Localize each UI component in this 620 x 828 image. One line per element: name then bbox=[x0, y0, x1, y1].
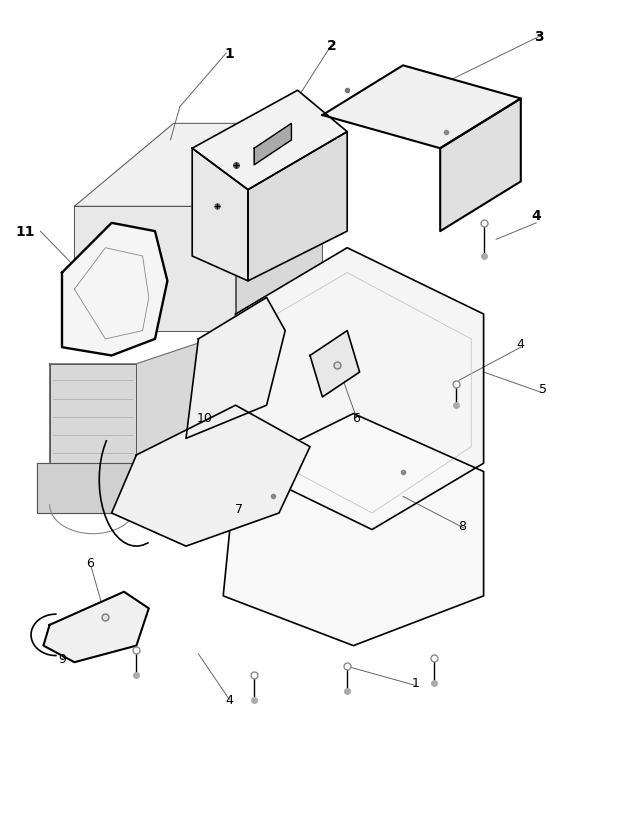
Text: 4: 4 bbox=[517, 337, 525, 350]
Polygon shape bbox=[223, 414, 484, 646]
Text: 6: 6 bbox=[86, 556, 94, 570]
Polygon shape bbox=[236, 265, 322, 480]
Polygon shape bbox=[440, 99, 521, 232]
Polygon shape bbox=[74, 207, 236, 331]
Polygon shape bbox=[37, 464, 136, 513]
Polygon shape bbox=[43, 592, 149, 662]
Text: 6: 6 bbox=[353, 412, 360, 425]
Text: 4: 4 bbox=[226, 693, 233, 706]
Text: 11: 11 bbox=[15, 225, 35, 238]
Polygon shape bbox=[310, 331, 360, 397]
Text: 9: 9 bbox=[58, 652, 66, 665]
Polygon shape bbox=[254, 124, 291, 166]
Text: 3: 3 bbox=[534, 31, 544, 44]
Polygon shape bbox=[186, 298, 285, 439]
Polygon shape bbox=[236, 248, 484, 530]
Polygon shape bbox=[62, 224, 167, 356]
Polygon shape bbox=[192, 149, 248, 282]
Polygon shape bbox=[236, 124, 322, 331]
Polygon shape bbox=[192, 91, 347, 190]
Text: 5: 5 bbox=[539, 383, 546, 396]
Polygon shape bbox=[322, 66, 521, 149]
Text: eReplacementParts.com: eReplacementParts.com bbox=[200, 405, 420, 423]
Text: 7: 7 bbox=[235, 503, 242, 516]
Text: 2: 2 bbox=[327, 39, 337, 52]
Polygon shape bbox=[112, 406, 310, 546]
Text: 10: 10 bbox=[197, 412, 213, 425]
Text: 1: 1 bbox=[224, 47, 234, 60]
Polygon shape bbox=[50, 331, 236, 513]
Polygon shape bbox=[248, 132, 347, 282]
Text: 4: 4 bbox=[531, 209, 541, 222]
Polygon shape bbox=[74, 124, 322, 207]
Text: 1: 1 bbox=[412, 676, 419, 690]
Text: 8: 8 bbox=[458, 519, 466, 532]
Polygon shape bbox=[50, 364, 136, 480]
